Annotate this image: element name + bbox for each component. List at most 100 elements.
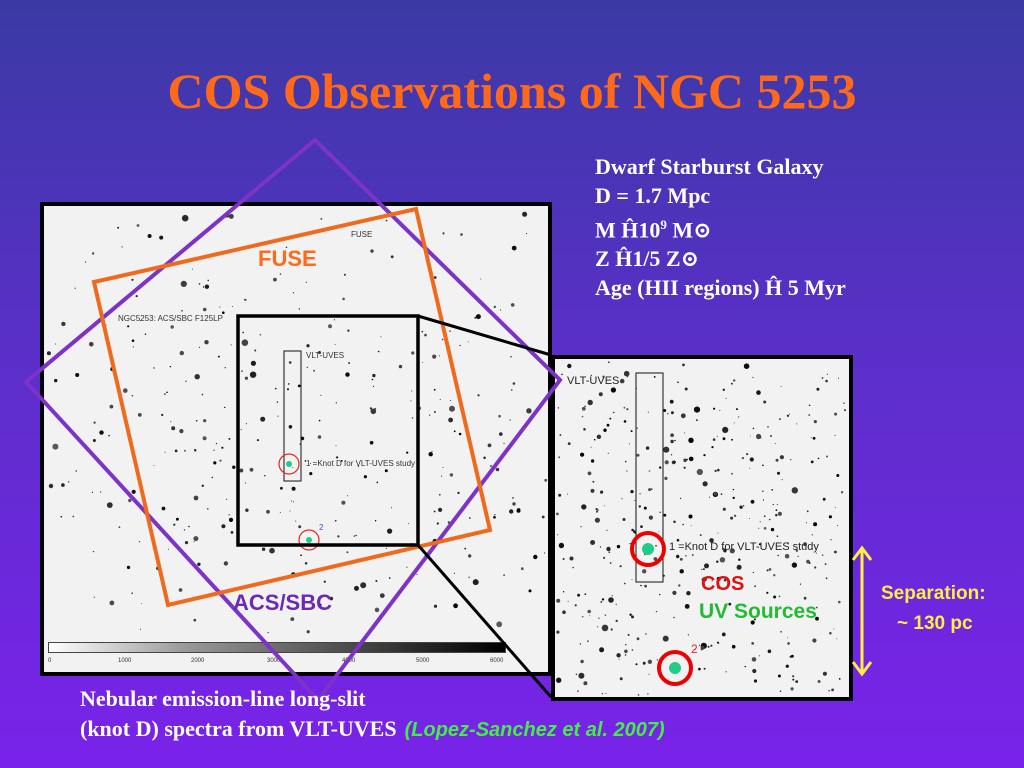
star: [688, 514, 693, 519]
star: [685, 555, 687, 557]
star: [410, 543, 413, 545]
star: [609, 562, 612, 564]
star: [752, 571, 754, 574]
star: [729, 548, 735, 554]
star: [434, 411, 436, 413]
star: [385, 219, 388, 222]
star: [694, 649, 696, 651]
star: [221, 446, 224, 449]
star: [123, 388, 128, 393]
star: [814, 566, 817, 569]
star: [244, 482, 246, 484]
star: [703, 584, 705, 586]
star: [267, 631, 269, 634]
star: [777, 674, 781, 678]
star: [369, 440, 374, 445]
star: [287, 388, 289, 391]
star: [631, 579, 633, 581]
star: [619, 565, 622, 568]
star: [781, 479, 783, 481]
star: [653, 557, 658, 561]
star: [135, 463, 138, 465]
star: [354, 585, 359, 591]
star: [526, 232, 528, 235]
star: [710, 644, 713, 647]
star: [99, 491, 102, 493]
star: [320, 217, 323, 220]
star: [601, 598, 605, 601]
star: [722, 388, 725, 391]
star: [780, 630, 782, 633]
star: [335, 445, 337, 447]
star: [775, 458, 779, 462]
star: [276, 401, 279, 403]
star: [663, 446, 670, 453]
star: [578, 672, 585, 679]
star: [250, 360, 256, 366]
star: [567, 442, 571, 445]
star: [808, 404, 811, 407]
star: [773, 574, 776, 577]
star: [52, 443, 59, 450]
star: [161, 506, 166, 511]
star: [483, 501, 486, 503]
star: [647, 693, 649, 695]
star: [621, 498, 623, 500]
star: [736, 408, 738, 411]
star: [696, 419, 698, 421]
star: [85, 261, 87, 263]
star: [225, 498, 228, 500]
star: [269, 547, 275, 554]
star: [670, 454, 673, 456]
star: [631, 615, 634, 619]
star: [640, 584, 642, 587]
star: [127, 325, 130, 328]
star: [843, 402, 845, 404]
star: [784, 553, 790, 559]
star: [556, 512, 559, 516]
star: [266, 509, 270, 514]
star: [799, 583, 802, 585]
star: [153, 367, 155, 369]
star: [577, 690, 579, 692]
star: [105, 324, 107, 326]
star: [580, 526, 582, 528]
star: [355, 534, 357, 537]
star: [128, 498, 132, 503]
star: [670, 439, 674, 444]
star: [606, 423, 610, 427]
star: [173, 523, 176, 526]
star: [581, 406, 586, 411]
star: [702, 568, 705, 571]
star: [590, 374, 592, 377]
star: [292, 501, 295, 503]
star: [752, 376, 754, 379]
star: [673, 460, 676, 464]
star: [618, 658, 620, 660]
star: [290, 500, 292, 502]
star: [295, 520, 297, 522]
star: [245, 299, 247, 301]
star: [183, 529, 186, 531]
star: [526, 408, 532, 414]
star: [822, 671, 827, 676]
star: [306, 366, 309, 369]
star: [421, 330, 424, 333]
star: [477, 394, 480, 397]
star: [126, 565, 131, 570]
star: [580, 452, 585, 457]
star: [600, 601, 603, 603]
star: [417, 406, 421, 410]
star: [717, 468, 720, 472]
star: [584, 405, 586, 407]
star: [169, 366, 172, 368]
cos-label: COS: [701, 573, 745, 595]
star: [612, 411, 615, 414]
star: [756, 433, 762, 440]
star: [664, 476, 668, 480]
star: [202, 436, 207, 441]
star: [762, 490, 764, 493]
star: [596, 509, 599, 512]
star: [449, 405, 455, 412]
colorbar-tick: 2000: [191, 658, 205, 664]
